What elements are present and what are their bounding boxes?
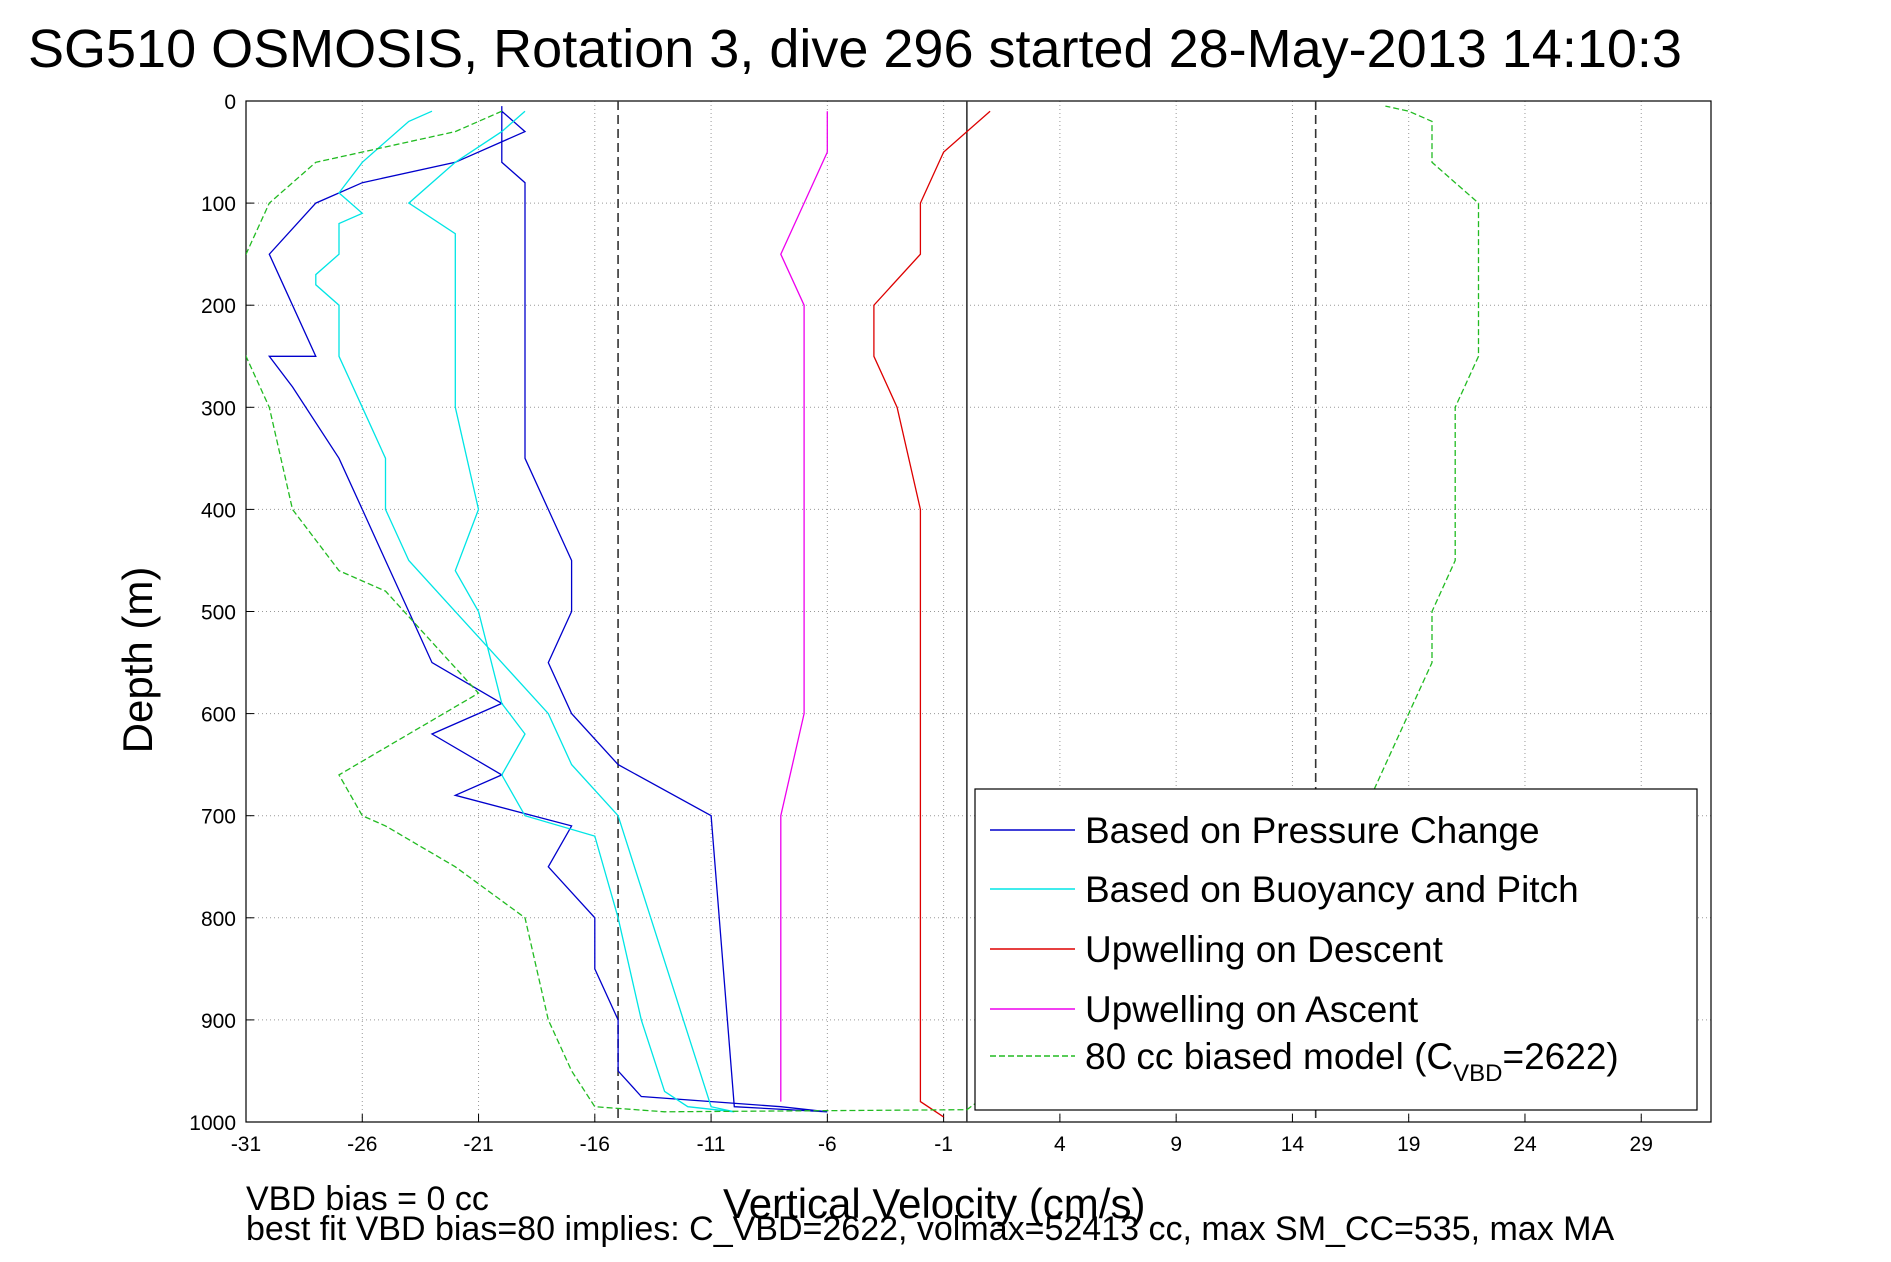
y-tick-label: 800 (201, 908, 236, 931)
y-tick-label: 100 (201, 193, 236, 216)
y-tick-label: 500 (201, 602, 236, 625)
x-tick-label: 9 (1170, 1133, 1182, 1156)
legend-label: Upwelling on Descent (1085, 929, 1444, 970)
x-tick-label: 24 (1513, 1133, 1537, 1156)
legend-label: Based on Pressure Change (1085, 810, 1540, 851)
y-tick-label: 200 (201, 295, 236, 318)
axes-box (245, 100, 1712, 1123)
y-tick-label: 600 (201, 704, 236, 727)
legend-label: 80 cc biased model (CVBD=2622) (1085, 1036, 1619, 1087)
x-tick-label: -6 (818, 1133, 837, 1156)
x-tick-label: -11 (697, 1133, 726, 1156)
series-line-2 (315, 110, 735, 1113)
chart-title: SG510 OSMOSIS, Rotation 3, dive 296 star… (28, 19, 1682, 79)
legend-label: Based on Buoyancy and Pitch (1085, 869, 1579, 910)
x-tick-label: 29 (1630, 1133, 1653, 1156)
y-tick-label: 700 (201, 806, 236, 829)
series-line-3 (873, 110, 991, 1118)
x-tick-label: -16 (580, 1133, 610, 1156)
y-tick-label: 900 (201, 1010, 236, 1033)
x-tick-label: -1 (934, 1133, 953, 1156)
series-line-4 (780, 111, 828, 1102)
legend-label: Upwelling on Ascent (1085, 989, 1419, 1030)
x-tick-label: -21 (463, 1133, 493, 1156)
x-tick-label: -26 (347, 1133, 377, 1156)
series-line-1 (267, 106, 828, 1113)
y-tick-label: 400 (201, 499, 236, 522)
y-tick-label: 1000 (189, 1112, 236, 1135)
x-tick-label: 4 (1054, 1133, 1066, 1156)
x-axis-label: Vertical Velocity (cm/s) (723, 1180, 1146, 1227)
legend-box (974, 788, 1698, 1111)
x-tick-label: -31 (231, 1133, 261, 1156)
fit-note: best fit VBD bias=80 implies: C_VBD=2622… (246, 1210, 1615, 1248)
x-tick-label: 14 (1281, 1133, 1305, 1156)
x-tick-label: 19 (1397, 1133, 1420, 1156)
bias-note: VBD bias = 0 cc (246, 1180, 489, 1218)
y-tick-label: 300 (201, 397, 236, 420)
series-line-5 (246, 105, 1480, 1113)
y-tick-label: 0 (224, 91, 236, 114)
